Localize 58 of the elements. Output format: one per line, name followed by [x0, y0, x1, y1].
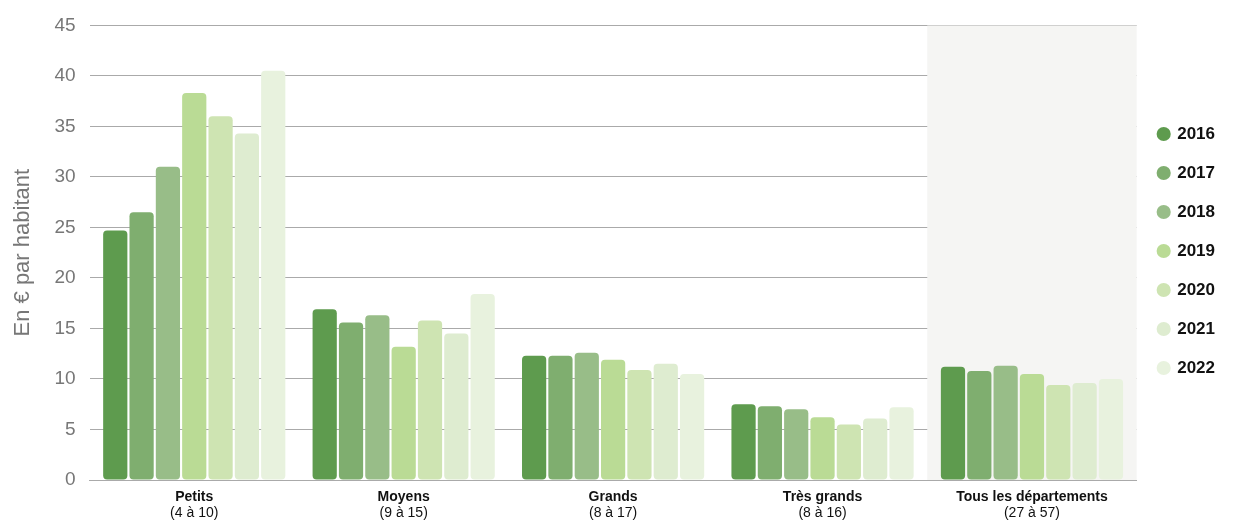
bar [182, 93, 207, 480]
bar [757, 406, 782, 480]
bar [208, 116, 233, 480]
bar [836, 424, 861, 480]
x-tick-label: Tous les départements (27 à 57) [956, 487, 1108, 520]
bar [391, 346, 416, 480]
x-tick-label: Grands (8 à 17) [588, 487, 638, 520]
legend-label: 2017 [1177, 162, 1216, 182]
bar [234, 133, 260, 480]
bar [601, 359, 626, 480]
bar [103, 230, 128, 480]
bar [1046, 385, 1071, 480]
y-tick-label: 5 [64, 417, 76, 439]
bar [810, 417, 835, 480]
legend-label: 2016 [1177, 123, 1216, 143]
bar [731, 404, 756, 480]
legend-label: 2022 [1177, 357, 1216, 377]
bar [627, 369, 652, 480]
x-tick-label: Petits (4 à 10) [170, 487, 219, 520]
bar [679, 373, 705, 480]
bar [1019, 373, 1045, 480]
bar [312, 309, 337, 480]
bar [365, 315, 390, 480]
legend-label: 2020 [1177, 279, 1216, 299]
y-tick-label: 45 [54, 13, 76, 35]
bar [548, 355, 573, 480]
bar [1072, 383, 1097, 480]
bar [889, 407, 914, 480]
bar [574, 352, 599, 480]
bar [155, 166, 181, 480]
bar [470, 294, 495, 480]
bar [967, 370, 992, 480]
bar [129, 212, 154, 480]
y-tick-label: 25 [54, 215, 76, 237]
y-tick-label: 10 [54, 367, 76, 389]
bar [863, 418, 888, 480]
y-tick-label: 35 [54, 114, 76, 136]
y-axis-title: En € par habitant [9, 168, 35, 337]
y-tick-label: 15 [54, 316, 76, 338]
legend-label: 2019 [1177, 240, 1216, 260]
bar [784, 409, 809, 480]
bar [940, 366, 966, 480]
bar [417, 320, 443, 480]
y-tick-label: 20 [54, 266, 76, 288]
x-tick-label: Moyens (9 à 15) [377, 487, 430, 520]
legend-label: 2021 [1177, 318, 1216, 338]
y-tick-label: 40 [54, 64, 76, 86]
x-tick-label: Très grands (8 à 16) [782, 487, 863, 520]
bar [444, 333, 469, 480]
bar [338, 322, 364, 480]
bar [261, 70, 286, 480]
y-tick-label: 30 [54, 165, 76, 187]
bar [522, 355, 547, 480]
y-tick-label: 0 [64, 468, 76, 490]
bar [993, 365, 1018, 480]
legend-label: 2018 [1177, 201, 1216, 221]
bar [653, 363, 678, 480]
bar [1098, 378, 1124, 480]
